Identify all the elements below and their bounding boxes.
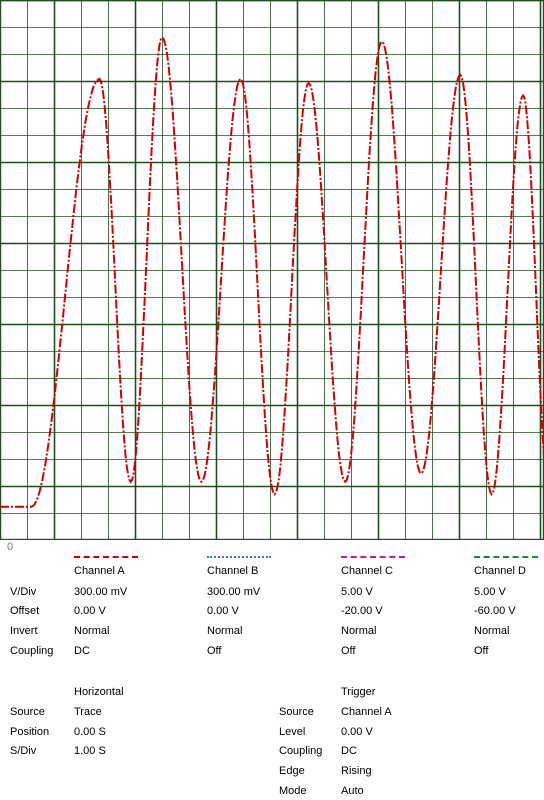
vdiv-label: V/Div bbox=[10, 586, 37, 598]
horizontal-title: Horizontal bbox=[74, 686, 124, 698]
trigger-level-label: Level bbox=[279, 726, 306, 738]
trigger-mode-label: Mode bbox=[279, 785, 307, 797]
channel-c-vdiv: 5.00 V bbox=[341, 586, 373, 598]
trigger-edge-value: Rising bbox=[341, 765, 372, 777]
trigger-level-value: 0.00 V bbox=[341, 726, 373, 738]
oscilloscope-display bbox=[0, 0, 544, 540]
scope-grid bbox=[0, 0, 544, 540]
horizontal-sdiv-label: S/Div bbox=[10, 745, 37, 757]
channel-c-offset: -20.00 V bbox=[341, 605, 383, 617]
channel-a-offset: 0.00 V bbox=[74, 605, 106, 617]
channel-a-vdiv: 300.00 mV bbox=[74, 586, 128, 598]
channel-c-coupling: Off bbox=[341, 645, 356, 657]
channel-c-invert: Normal bbox=[341, 625, 377, 637]
horizontal-position-value: 0.00 S bbox=[74, 726, 106, 738]
coupling-label: Coupling bbox=[10, 645, 54, 657]
channel-d-legend-line bbox=[474, 556, 538, 558]
trigger-mode-value: Auto bbox=[341, 785, 364, 797]
channel-d-vdiv: 5.00 V bbox=[474, 586, 506, 598]
horizontal-source-label: Source bbox=[10, 706, 45, 718]
channel-b-vdiv: 300.00 mV bbox=[207, 586, 261, 598]
origin-label: 0 bbox=[7, 541, 14, 553]
horizontal-source-value: Trace bbox=[74, 706, 102, 718]
channel-a-trace bbox=[0, 35, 544, 508]
trigger-title: Trigger bbox=[341, 686, 376, 698]
channel-d-coupling: Off bbox=[474, 645, 489, 657]
channel-d-name: Channel D bbox=[474, 565, 526, 577]
trigger-source-label: Source bbox=[279, 706, 314, 718]
channel-b-offset: 0.00 V bbox=[207, 605, 239, 617]
trigger-coupling-label: Coupling bbox=[279, 745, 323, 757]
horizontal-position-label: Position bbox=[10, 726, 50, 738]
channel-a-invert: Normal bbox=[74, 625, 110, 637]
channel-c-name: Channel C bbox=[341, 565, 393, 577]
trigger-edge-label: Edge bbox=[279, 765, 305, 777]
invert-label: Invert bbox=[10, 625, 38, 637]
channel-b-legend-line bbox=[207, 556, 271, 558]
trigger-source-value: Channel A bbox=[341, 706, 392, 718]
channel-c-legend-line bbox=[341, 556, 405, 558]
horizontal-sdiv-value: 1.00 S bbox=[74, 745, 106, 757]
channel-d-offset: -60.00 V bbox=[474, 605, 516, 617]
channel-b-name: Channel B bbox=[207, 565, 259, 577]
channel-a-coupling: DC bbox=[74, 645, 90, 657]
channel-a-name: Channel A bbox=[74, 565, 125, 577]
channel-a-legend-line bbox=[74, 556, 138, 558]
offset-label: Offset bbox=[10, 605, 40, 617]
trigger-coupling-value: DC bbox=[341, 745, 357, 757]
channel-d-invert: Normal bbox=[474, 625, 510, 637]
channel-b-invert: Normal bbox=[207, 625, 243, 637]
channel-b-coupling: Off bbox=[207, 645, 222, 657]
